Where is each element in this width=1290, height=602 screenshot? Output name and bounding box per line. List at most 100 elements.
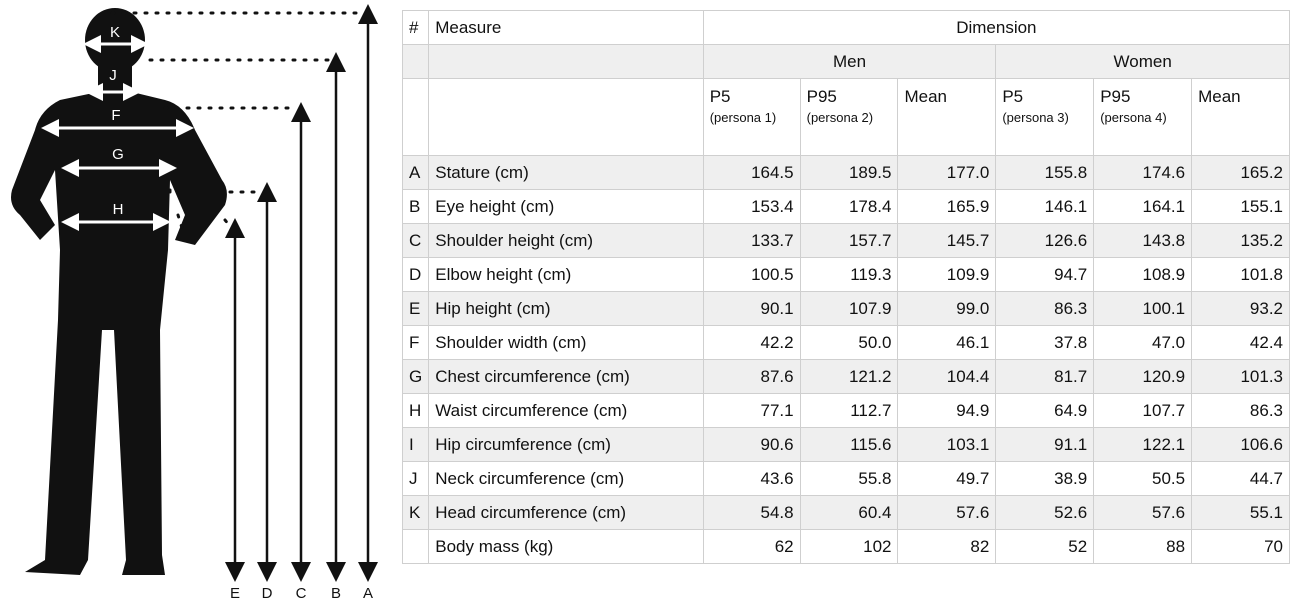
column-header: Mean [898, 79, 996, 156]
value-cell: 143.8 [1094, 224, 1192, 258]
value-cell: 119.3 [800, 258, 898, 292]
value-cell: 178.4 [800, 190, 898, 224]
dimension-letter: G [112, 146, 124, 163]
value-cell: 115.6 [800, 428, 898, 462]
value-cell: 174.6 [1094, 156, 1192, 190]
stat: Mean [1198, 87, 1283, 107]
value-cell: 120.9 [1094, 360, 1192, 394]
value-cell: 42.2 [703, 326, 800, 360]
value-cell: 102 [800, 530, 898, 564]
value-cell: 107.9 [800, 292, 898, 326]
value-cell: 93.2 [1192, 292, 1290, 326]
value-cell: 62 [703, 530, 800, 564]
measure-name: Shoulder width (cm) [429, 326, 703, 360]
header-cell: Measure [429, 11, 703, 45]
value-cell: 43.6 [703, 462, 800, 496]
value-cell: 164.5 [703, 156, 800, 190]
value-cell: 77.1 [703, 394, 800, 428]
value-cell: 106.6 [1192, 428, 1290, 462]
value-cell: 146.1 [996, 190, 1094, 224]
group-header: Men [703, 45, 996, 79]
stat: P5 [1002, 87, 1087, 107]
value-cell: 52.6 [996, 496, 1094, 530]
value-cell: 38.9 [996, 462, 1094, 496]
value-cell: 157.7 [800, 224, 898, 258]
value-cell: 122.1 [1094, 428, 1192, 462]
dimension-letter: H [113, 201, 124, 218]
value-cell: 99.0 [898, 292, 996, 326]
value-cell: 103.1 [898, 428, 996, 462]
page: KJFGHEDCBA #MeasureDimensionMenWomenP5(p… [0, 0, 1290, 602]
value-cell: 101.3 [1192, 360, 1290, 394]
value-cell: 46.1 [898, 326, 996, 360]
row-letter: I [403, 428, 429, 462]
value-cell: 70 [1192, 530, 1290, 564]
value-cell: 50.5 [1094, 462, 1192, 496]
persona: (persona 4) [1100, 110, 1166, 125]
dimension-letter: A [363, 585, 373, 602]
value-cell: 121.2 [800, 360, 898, 394]
cell [429, 79, 703, 156]
value-cell: 55.8 [800, 462, 898, 496]
measure-name: Hip height (cm) [429, 292, 703, 326]
header-cell: Dimension [703, 11, 1289, 45]
measure-name: Chest circumference (cm) [429, 360, 703, 394]
measure-name: Body mass (kg) [429, 530, 703, 564]
value-cell: 94.7 [996, 258, 1094, 292]
cell [403, 79, 429, 156]
row-letter: E [403, 292, 429, 326]
value-cell: 109.9 [898, 258, 996, 292]
value-cell: 81.7 [996, 360, 1094, 394]
value-cell: 94.9 [898, 394, 996, 428]
dimension-letter: E [230, 585, 240, 602]
dimension-letter: J [109, 67, 117, 84]
value-cell: 133.7 [703, 224, 800, 258]
row-letter [403, 530, 429, 564]
row-letter: J [403, 462, 429, 496]
value-cell: 57.6 [898, 496, 996, 530]
value-cell: 64.9 [996, 394, 1094, 428]
row-letter: A [403, 156, 429, 190]
row-letter: G [403, 360, 429, 394]
column-header: P95(persona 2) [800, 79, 898, 156]
value-cell: 112.7 [800, 394, 898, 428]
value-cell: 91.1 [996, 428, 1094, 462]
row-letter: F [403, 326, 429, 360]
value-cell: 164.1 [1094, 190, 1192, 224]
measure-name: Elbow height (cm) [429, 258, 703, 292]
value-cell: 165.2 [1192, 156, 1290, 190]
persona: (persona 1) [710, 110, 776, 125]
value-cell: 86.3 [996, 292, 1094, 326]
row-letter: C [403, 224, 429, 258]
value-cell: 37.8 [996, 326, 1094, 360]
value-cell: 86.3 [1192, 394, 1290, 428]
value-cell: 50.0 [800, 326, 898, 360]
value-cell: 189.5 [800, 156, 898, 190]
value-cell: 104.4 [898, 360, 996, 394]
measure-name: Stature (cm) [429, 156, 703, 190]
value-cell: 60.4 [800, 496, 898, 530]
dimension-letter: K [110, 24, 120, 41]
cell [403, 45, 429, 79]
dimension-letter: F [111, 107, 120, 124]
column-header: Mean [1192, 79, 1290, 156]
value-cell: 155.8 [996, 156, 1094, 190]
measure-name: Neck circumference (cm) [429, 462, 703, 496]
column-header: P5(persona 3) [996, 79, 1094, 156]
value-cell: 87.6 [703, 360, 800, 394]
measure-name: Shoulder height (cm) [429, 224, 703, 258]
stat: Mean [904, 87, 989, 107]
dimension-letter: D [262, 585, 273, 602]
value-cell: 49.7 [898, 462, 996, 496]
value-cell: 135.2 [1192, 224, 1290, 258]
column-header: P5(persona 1) [703, 79, 800, 156]
value-cell: 90.1 [703, 292, 800, 326]
value-cell: 126.6 [996, 224, 1094, 258]
value-cell: 100.5 [703, 258, 800, 292]
row-letter: B [403, 190, 429, 224]
dimension-letter: B [331, 585, 341, 602]
value-cell: 47.0 [1094, 326, 1192, 360]
row-letter: K [403, 496, 429, 530]
group-header: Women [996, 45, 1290, 79]
value-cell: 90.6 [703, 428, 800, 462]
